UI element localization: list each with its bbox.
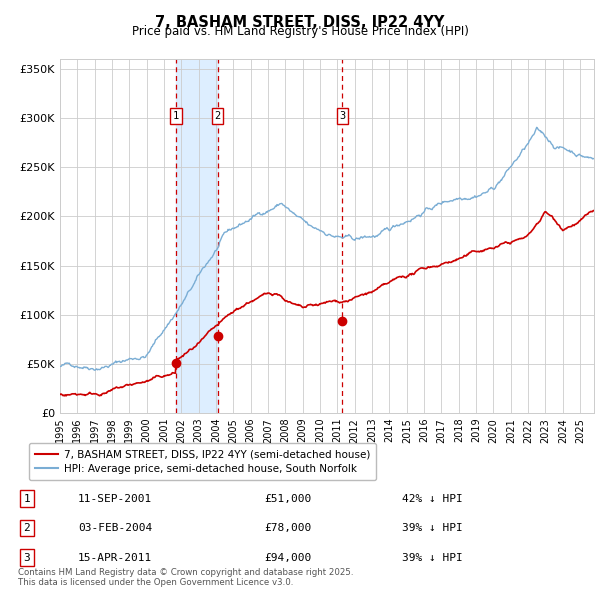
Text: 1: 1 bbox=[23, 494, 31, 503]
Text: 7, BASHAM STREET, DISS, IP22 4YY: 7, BASHAM STREET, DISS, IP22 4YY bbox=[155, 15, 445, 30]
Text: Contains HM Land Registry data © Crown copyright and database right 2025.
This d: Contains HM Land Registry data © Crown c… bbox=[18, 568, 353, 587]
Text: £51,000: £51,000 bbox=[264, 494, 311, 503]
Bar bbox=[176, 59, 218, 413]
Text: 39% ↓ HPI: 39% ↓ HPI bbox=[402, 523, 463, 533]
Text: 3: 3 bbox=[340, 111, 346, 121]
Text: 11-SEP-2001: 11-SEP-2001 bbox=[78, 494, 152, 503]
Text: £78,000: £78,000 bbox=[264, 523, 311, 533]
Legend: 7, BASHAM STREET, DISS, IP22 4YY (semi-detached house), HPI: Average price, semi: 7, BASHAM STREET, DISS, IP22 4YY (semi-d… bbox=[29, 443, 376, 480]
Text: 3: 3 bbox=[23, 553, 31, 562]
Text: 15-APR-2011: 15-APR-2011 bbox=[78, 553, 152, 562]
Text: 1: 1 bbox=[173, 111, 179, 121]
Text: 2: 2 bbox=[23, 523, 31, 533]
Text: Price paid vs. HM Land Registry's House Price Index (HPI): Price paid vs. HM Land Registry's House … bbox=[131, 25, 469, 38]
Text: 03-FEB-2004: 03-FEB-2004 bbox=[78, 523, 152, 533]
Text: £94,000: £94,000 bbox=[264, 553, 311, 562]
Text: 42% ↓ HPI: 42% ↓ HPI bbox=[402, 494, 463, 503]
Text: 39% ↓ HPI: 39% ↓ HPI bbox=[402, 553, 463, 562]
Text: 2: 2 bbox=[214, 111, 221, 121]
